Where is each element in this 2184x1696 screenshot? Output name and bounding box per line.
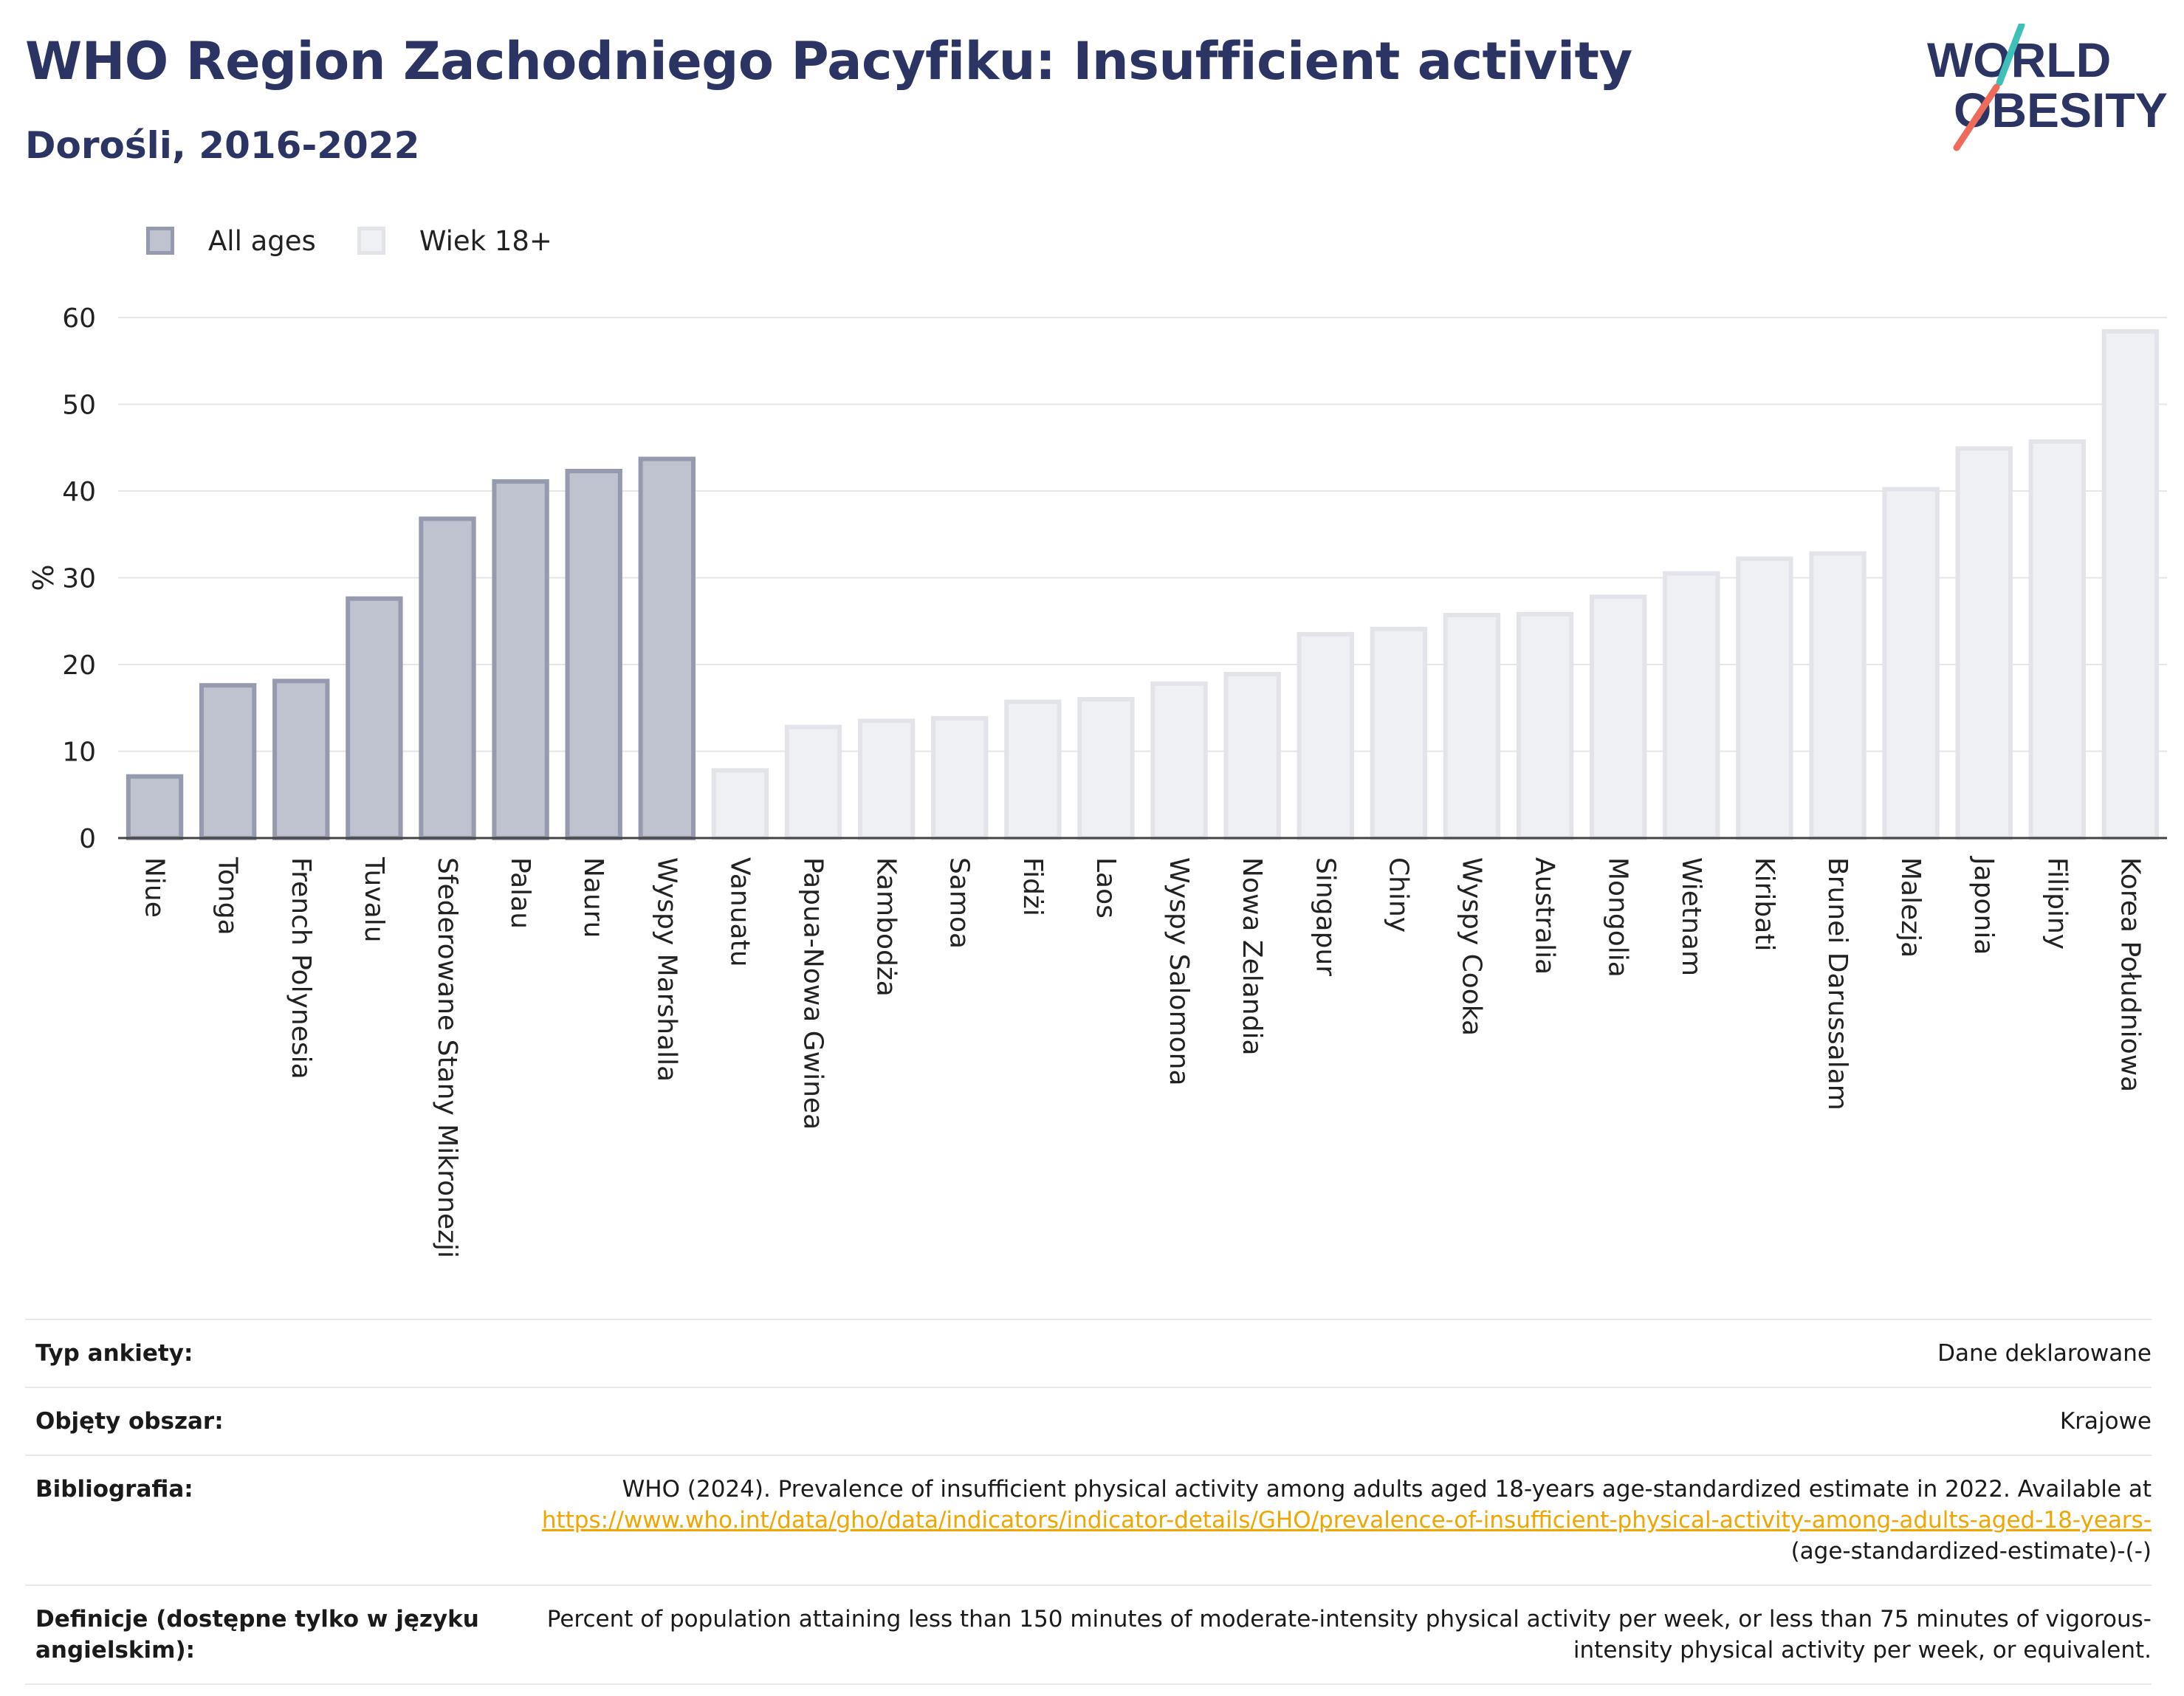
legend-swatch-all-ages — [146, 227, 174, 255]
x-tick-label: Palau — [505, 857, 535, 929]
world-obesity-logo: WORLD OBESITY — [1927, 24, 2168, 151]
legend-label-adults: Wiek 18+ — [419, 224, 552, 257]
x-tick-label: Wyspy Marshalla — [651, 857, 681, 1082]
chart-legend: All ages Wiek 18+ — [146, 219, 594, 263]
logo-word-obesity: OBESITY — [1954, 83, 2168, 137]
info-row-survey-type: Typ ankiety: Dane deklarowane — [25, 1319, 2152, 1387]
x-tick-label: Nauru — [578, 857, 608, 938]
logo-slash-red — [1953, 83, 2000, 151]
bibliography-text: WHO (2024). Prevalence of insufficient p… — [622, 1476, 2152, 1503]
bar — [1150, 681, 1208, 840]
bar — [2028, 439, 2087, 840]
bar — [126, 774, 184, 841]
bar — [199, 683, 257, 841]
bar — [272, 679, 330, 841]
definitions-label: Definicje (dostępne tylko w języku angie… — [35, 1606, 479, 1664]
info-table: Typ ankiety: Dane deklarowane Objęty obs… — [25, 1319, 2152, 1685]
x-tick-label: Australia — [1530, 857, 1560, 975]
bar — [1077, 697, 1135, 840]
x-tick-label: Sfederowane Stany Mikronezji — [432, 857, 462, 1258]
chart-subtitle: Dorośli, 2016-2022 — [25, 124, 420, 167]
x-tick-label: Wyspy Salomona — [1164, 857, 1194, 1086]
coverage-value: Krajowe — [2059, 1408, 2152, 1435]
info-row-bibliography: Bibliografia: WHO (2024). Prevalence of … — [25, 1455, 2152, 1585]
x-tick-label: Wietnam — [1676, 857, 1706, 976]
x-tick-label: Singapur — [1310, 857, 1340, 976]
bar — [1370, 626, 1428, 840]
bar — [857, 718, 916, 840]
x-tick-label: Papua-Nowa Gwinea — [798, 857, 828, 1130]
logo-slash-teal — [1996, 24, 2025, 86]
x-tick-label: Japonia — [1968, 856, 1999, 955]
bar — [1223, 671, 1281, 840]
info-row-coverage: Objęty obszar: Krajowe — [25, 1387, 2152, 1455]
bibliography-label: Bibliografia: — [35, 1476, 193, 1503]
bar — [711, 768, 769, 840]
x-tick-label: Mongolia — [1603, 857, 1633, 978]
x-tick-label: Malezja — [1895, 857, 1926, 958]
x-tick-label: Niue — [140, 857, 170, 918]
legend-label-all-ages: All ages — [208, 224, 316, 257]
x-tick-label: Tuvalu — [359, 856, 389, 943]
bar — [1882, 487, 1940, 840]
bibliography-value: WHO (2024). Prevalence of insufficient p… — [498, 1474, 2152, 1567]
x-tick-label: Kambodża — [871, 857, 902, 997]
bar — [1004, 699, 1062, 841]
x-tick-label: Fidżi — [1017, 857, 1048, 916]
y-tick-label: 40 — [62, 477, 96, 507]
x-tick-label: Vanuatu — [724, 857, 755, 967]
bibliography-link[interactable]: https://www.who.int/data/gho/data/indica… — [541, 1507, 2152, 1534]
x-tick-label: Korea Południowa — [2115, 857, 2145, 1092]
y-tick-label: 20 — [62, 650, 96, 681]
bar — [419, 516, 476, 840]
coverage-label: Objęty obszar: — [35, 1408, 224, 1435]
x-tick-label: Chiny — [1383, 857, 1413, 933]
bar — [784, 724, 842, 840]
x-tick-label: Samoa — [944, 857, 975, 949]
x-tick-label: Tonga — [213, 856, 243, 935]
bar — [492, 479, 549, 840]
x-tick-label: Kiribati — [1749, 857, 1779, 951]
x-tick-label: French Polynesia — [286, 857, 316, 1079]
y-tick-label: 50 — [62, 391, 96, 421]
bar — [346, 596, 403, 840]
bar — [1663, 571, 1720, 840]
x-tick-label: Laos — [1091, 857, 1121, 919]
chart-title: WHO Region Zachodniego Pacyfiku: Insuffi… — [25, 31, 1632, 92]
y-tick-label: 60 — [62, 303, 96, 334]
x-tick-label: Wyspy Cooka — [1456, 857, 1486, 1036]
bar — [1297, 631, 1354, 840]
bar-chart: 0 10 20 30 40 50 60% Niue Tonga French Polynesia T… — [27, 303, 2167, 1258]
definitions-value: Percent of population attaining less tha… — [546, 1606, 2152, 1664]
legend-swatch-adults — [357, 227, 385, 255]
bar — [1809, 551, 1867, 840]
bar — [1443, 613, 1501, 840]
logo-word-world: WORLD — [1927, 32, 2111, 87]
legend-item-all-ages[interactable]: All ages — [146, 225, 316, 257]
bar — [1590, 594, 1647, 840]
bar — [638, 456, 696, 840]
x-tick-label: Filipiny — [2042, 857, 2072, 950]
bar — [565, 468, 622, 840]
y-axis-label: % — [27, 564, 60, 591]
bar — [1516, 611, 1574, 840]
survey-type-value: Dane deklarowane — [1937, 1340, 2152, 1367]
y-tick-label: 0 — [79, 824, 96, 854]
bar — [931, 715, 989, 840]
bar — [1736, 556, 1793, 840]
bibliography-suffix: (age-standardized-estimate)-(-) — [1790, 1538, 2152, 1565]
y-tick-label: 30 — [62, 564, 96, 594]
info-row-definitions: Definicje (dostępne tylko w języku angie… — [25, 1585, 2152, 1685]
bar — [1955, 446, 2013, 841]
legend-item-adults[interactable]: Wiek 18+ — [357, 225, 552, 257]
survey-type-label: Typ ankiety: — [35, 1340, 193, 1367]
x-tick-label: Nowa Zelandia — [1237, 857, 1267, 1056]
y-tick-label: 10 — [62, 738, 96, 768]
x-tick-label: Brunei Darussalam — [1822, 857, 1852, 1110]
bar — [2101, 329, 2160, 841]
